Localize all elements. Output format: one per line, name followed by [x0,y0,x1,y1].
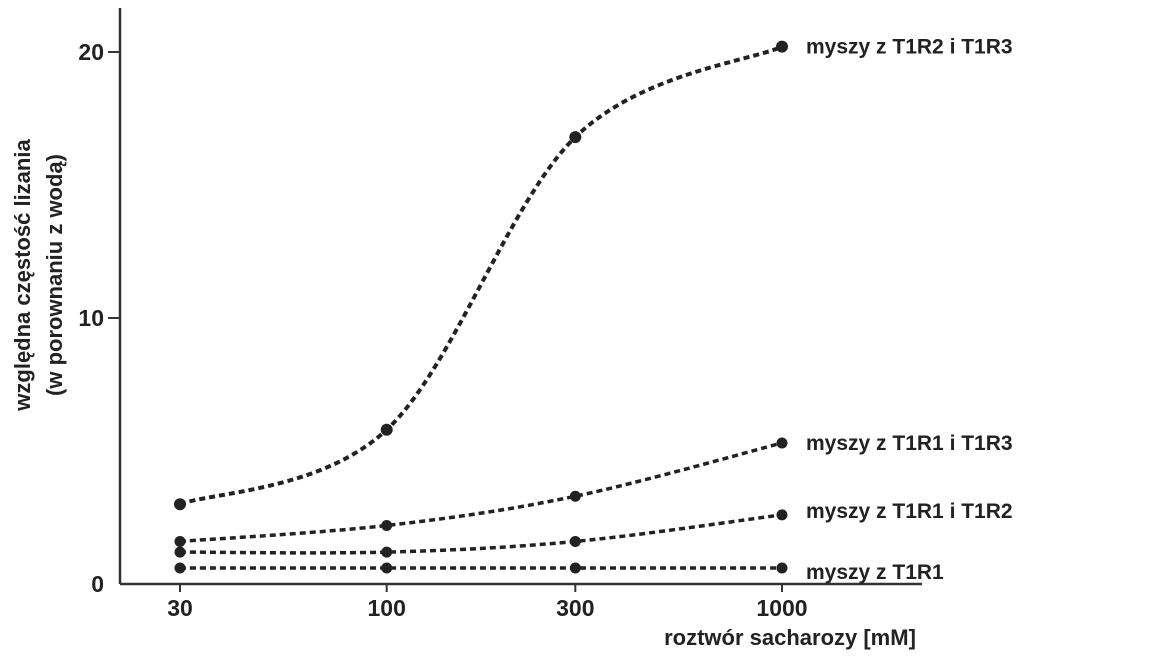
x-tick-label: 100 [368,595,406,621]
data-point [569,562,581,574]
data-point [776,562,788,574]
series-line [179,44,783,507]
series-label: myszy z T1R1 [806,561,944,584]
series-group [174,437,788,547]
series-lines [174,40,788,574]
ticks: 30 100 300 1000 0 10 20 [78,39,807,621]
series-group [174,562,788,574]
y-tick-label: 20 [78,39,104,65]
data-point [380,423,393,436]
series-label: myszy z T1R1 i T1R3 [806,432,1013,455]
data-point [174,562,186,574]
series-line [179,441,783,544]
data-point [569,131,582,144]
y-axis-title-line2: (w porownaniu z wodą) [42,154,67,396]
series-label: myszy z T1R1 i T1R2 [806,500,1013,523]
y-axis-title: względna częstość lizania (w porownaniu … [10,139,67,412]
x-axis-title: roztwór sacharozy [mM] [664,625,916,650]
series-labels: myszy z T1R2 i T1R3 myszy z T1R1 i T1R3 my… [806,36,1013,584]
data-point [174,498,186,511]
data-point [776,437,788,449]
series-group [174,40,788,511]
data-point [174,546,186,558]
data-point [381,546,393,558]
data-point [381,562,393,574]
series-line [179,513,783,555]
series-group [174,509,788,558]
series-label: myszy z T1R2 i T1R3 [806,36,1013,59]
y-tick-label: 10 [78,305,104,331]
y-axis-title-line1: względna częstość lizania [10,139,35,412]
data-point [776,40,788,53]
data-point [381,519,393,531]
data-point [776,509,788,521]
y-tick-label: 0 [91,571,104,597]
data-point [174,535,186,547]
x-tick-label: 300 [556,595,594,621]
x-tick-label: 30 [167,595,193,621]
data-point [569,490,581,502]
axes [118,8,922,586]
data-point [569,535,581,547]
x-tick-label: 1000 [756,595,807,621]
